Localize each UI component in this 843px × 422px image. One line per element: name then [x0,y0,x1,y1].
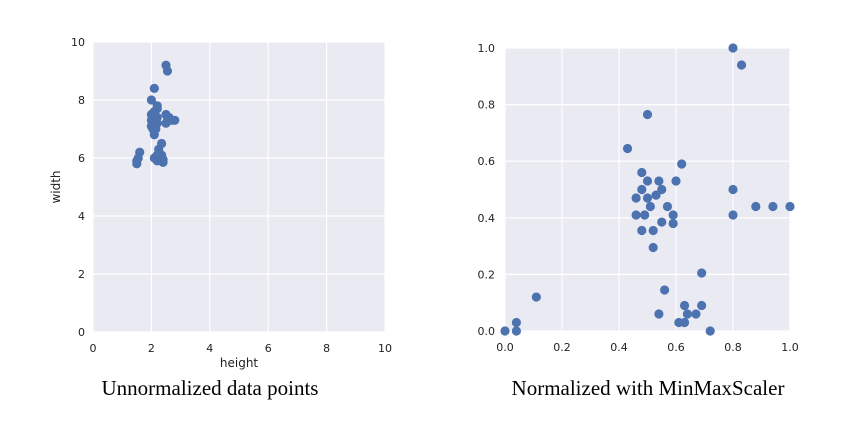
x-tick-label: 4 [206,342,213,355]
data-point [657,217,667,227]
x-tick-label: 0.4 [610,341,628,354]
data-point [637,167,647,178]
scatter-normalized: 0.0 0.2 0.4 0.6 0.8 1.0 0.0 0.2 0.4 0.6 0.8 1.0 Norm… [478,42,799,400]
data-point [654,309,664,319]
data-point [728,184,738,195]
x-tick-label: 10 [378,342,392,355]
data-point [146,95,156,105]
data-point [697,268,707,278]
x-axis-label: height [220,356,259,370]
data-point [651,190,661,200]
y-tick-label: 2 [78,268,85,281]
x-tick-label: 0.8 [724,341,742,354]
x-tick-label: 0.2 [553,341,571,354]
data-point [657,184,667,195]
data-point [660,285,670,295]
x-tick-label: 0 [90,342,97,355]
data-point [157,138,167,149]
scatter-unnormalized: 0 2 4 6 8 10 0 2 4 6 8 10 height width Unnormalized da… [49,36,392,400]
y-tick-label: 10 [71,36,85,49]
data-point [705,326,715,336]
y-tick-label: 4 [78,210,85,223]
data-point [500,326,510,336]
data-point [785,201,795,212]
data-point [662,201,673,212]
data-point [679,317,690,328]
data-point [645,201,655,212]
plot-background [93,42,385,332]
plot-background [505,48,790,331]
data-point [691,309,701,319]
x-tick-label: 0.6 [667,341,685,354]
data-point [728,210,738,220]
data-point [622,143,633,154]
y-tick-label: 0.4 [478,212,496,225]
x-tick-label: 6 [265,342,272,355]
data-point [162,66,173,76]
data-point [768,201,778,212]
data-point [511,317,521,328]
data-point [642,176,653,186]
y-tick-label: 0.2 [478,268,496,281]
data-point [648,225,658,236]
data-point [642,109,653,120]
data-point [697,300,707,311]
data-point [511,326,521,336]
data-point [682,309,693,319]
data-point [631,193,641,203]
y-tick-label: 0.6 [478,155,496,168]
x-tick-label: 1.0 [781,341,799,354]
y-tick-label: 0.0 [478,325,496,338]
data-point [531,292,541,302]
y-tick-label: 6 [78,152,85,165]
data-point [736,60,747,70]
data-point [679,300,690,311]
x-tick-label: 8 [323,342,330,355]
data-point [751,201,761,212]
y-tick-label: 0 [78,326,85,339]
y-tick-label: 1.0 [478,42,496,55]
y-axis-label: width [49,170,63,203]
data-point [135,147,145,157]
x-tick-label: 2 [148,342,155,355]
data-point [668,210,678,220]
data-point [654,176,664,186]
data-point [637,184,647,195]
x-tick-label: 0.0 [496,341,514,354]
data-point [677,159,687,169]
data-point [170,115,180,125]
data-point [648,242,658,253]
data-point [728,43,738,53]
data-point [637,225,647,236]
data-point [668,218,678,229]
data-point [642,193,653,203]
data-point [158,154,168,165]
y-tick-label: 8 [78,94,85,107]
data-point [149,83,159,93]
data-point [631,210,641,220]
data-point [152,101,162,111]
data-point [151,124,161,134]
data-point [640,210,650,220]
data-point [671,176,681,186]
y-tick-label: 0.8 [478,99,496,112]
chart-caption: Unnormalized data points [102,376,319,400]
chart-caption: Normalized with MinMaxScaler [512,376,785,400]
